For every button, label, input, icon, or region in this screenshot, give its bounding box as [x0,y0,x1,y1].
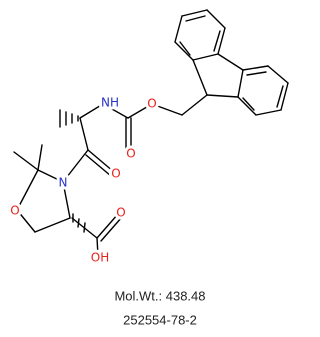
atom-label: O [126,147,135,161]
atom-label: NH [101,96,119,110]
atom-labels: NH O O O N O O OH [7,93,159,268]
atom-label: O [111,167,120,181]
atom-label: OH [91,251,109,265]
cas-number: 252554-78-2 [123,312,197,327]
atom-label: O [10,204,19,218]
bonds [13,9,289,257]
molecular-weight: Mol.Wt.: 438.48 [114,288,205,303]
atom-label: O [147,97,156,111]
atom-label: N [59,176,68,190]
atom-label: O [116,206,125,220]
